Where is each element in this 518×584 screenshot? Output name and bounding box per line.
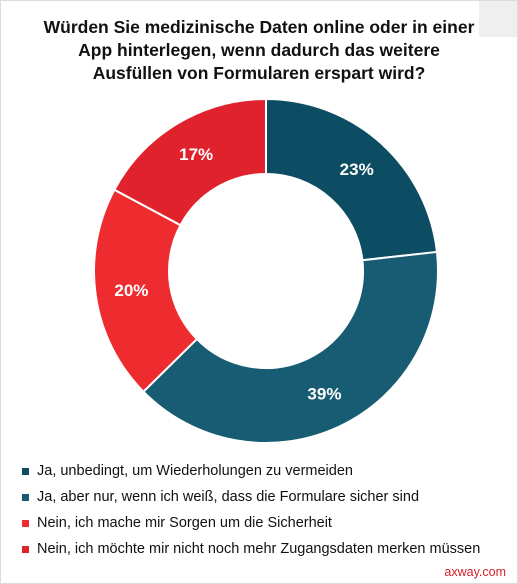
legend-item: Nein, ich möchte mir nicht noch mehr Zug…	[22, 536, 480, 562]
legend-label: Nein, ich möchte mir nicht noch mehr Zug…	[37, 541, 481, 557]
legend-item: Nein, ich mache mir Sorgen um die Sicher…	[22, 510, 480, 536]
slice-value-label: 17%	[179, 145, 213, 164]
donut-slice	[142, 250, 439, 444]
chart-legend: Ja, unbedingt, um Wiederholungen zu verm…	[22, 458, 480, 562]
legend-swatch	[22, 545, 29, 553]
legend-item: Ja, aber nur, wenn ich weiß, dass die Fo…	[22, 484, 480, 510]
legend-swatch	[22, 493, 29, 501]
legend-label: Nein, ich mache mir Sorgen um die Sicher…	[37, 515, 332, 531]
legend-label: Ja, aber nur, wenn ich weiß, dass die Fo…	[37, 489, 420, 505]
legend-swatch	[22, 467, 29, 475]
donut-slice	[265, 97, 439, 262]
chart-title-line-2: App hinterlegen, wenn dadurch das weiter…	[78, 40, 440, 60]
legend-swatch	[22, 519, 29, 527]
chart-title-line-1: Würden Sie medizinische Daten online ode…	[43, 17, 475, 37]
legend-item: Ja, unbedingt, um Wiederholungen zu verm…	[22, 458, 480, 484]
chart-title-line-3: Ausfüllen von Formularen erspart wird?	[92, 63, 426, 83]
donut-slice	[113, 97, 267, 227]
corner-box	[479, 1, 517, 37]
slice-value-label: 20%	[114, 281, 148, 300]
chart-title: Würden Sie medizinische Daten online ode…	[40, 16, 478, 85]
legend-label: Ja, unbedingt, um Wiederholungen zu verm…	[37, 463, 353, 479]
slice-value-label: 39%	[307, 384, 341, 403]
source-label: axway.com	[444, 565, 506, 579]
slice-value-label: 23%	[340, 160, 374, 179]
